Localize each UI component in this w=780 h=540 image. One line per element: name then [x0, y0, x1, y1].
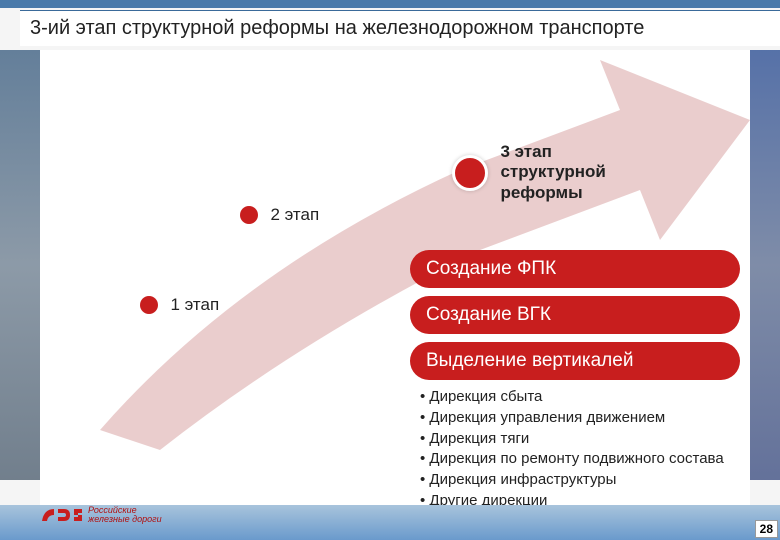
rzd-logo-icon	[40, 505, 82, 525]
slide-title-bar: 3-ий этап структурной реформы на железно…	[20, 10, 780, 46]
bullet-text: Дирекция тяги	[429, 430, 529, 447]
stage-dot-icon	[140, 296, 158, 314]
bullet-text: Дирекция сбыта	[429, 388, 542, 405]
bullet-item: Дирекция тяги	[420, 430, 740, 449]
logo-text: Российские железные дороги	[88, 506, 162, 524]
bullet-item: Дирекция инфраструктуры	[420, 471, 740, 490]
page-number: 28	[755, 520, 778, 538]
stage-marker-1: 1 этап	[140, 295, 219, 315]
bullet-text: Дирекция по ремонту подвижного состава	[429, 450, 723, 467]
slide-title: 3-ий этап структурной реформы на железно…	[30, 17, 644, 39]
stage-dot-icon	[240, 206, 258, 224]
pill-item: Создание ФПК	[410, 250, 740, 288]
top-accent-bar	[0, 0, 780, 8]
stage-marker-2: 2 этап	[240, 205, 319, 225]
bullet-list: Дирекция сбыта Дирекция управления движе…	[410, 388, 740, 511]
slide-body: 1 этап 2 этап 3 этап структурной реформы…	[40, 50, 750, 505]
bg-photo-strip-right	[750, 50, 780, 480]
pill-list: Создание ФПК Создание ВГК Выделение верт…	[410, 250, 740, 513]
pill-label: Создание ВГК	[426, 304, 551, 325]
stage-label: 1 этап	[170, 295, 219, 315]
pill-item: Выделение вертикалей	[410, 342, 740, 380]
bullet-item: Дирекция по ремонту подвижного состава	[420, 450, 740, 469]
pill-label: Создание ФПК	[426, 258, 556, 279]
stage-label: 3 этап структурной реформы	[500, 142, 605, 203]
bullet-item: Дирекция управления движением	[420, 409, 740, 428]
pill-item: Создание ВГК	[410, 296, 740, 334]
pill-label: Выделение вертикалей	[426, 350, 633, 371]
rzd-logo: Российские железные дороги	[40, 505, 162, 525]
bullet-text: Дирекция управления движением	[429, 409, 665, 426]
logo-line2: железные дороги	[88, 515, 162, 524]
bullet-text: Дирекция инфраструктуры	[429, 471, 616, 488]
stage-label: 2 этап	[270, 205, 319, 225]
stage-marker-3: 3 этап структурной реформы	[452, 142, 606, 203]
bullet-item: Дирекция сбыта	[420, 388, 740, 407]
stage-dot-icon	[452, 155, 488, 191]
bg-photo-strip-left	[0, 50, 40, 480]
